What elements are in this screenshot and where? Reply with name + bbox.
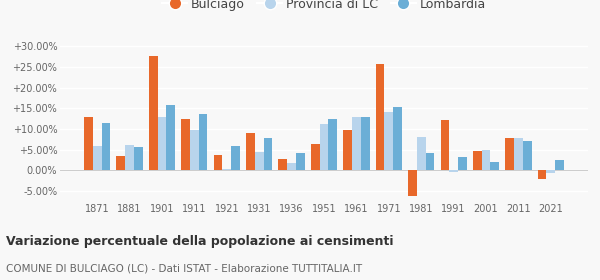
Bar — [287, 163, 296, 171]
Bar — [311, 144, 320, 171]
Bar — [263, 138, 272, 171]
Bar — [393, 107, 402, 171]
Bar — [181, 119, 190, 171]
Bar — [93, 146, 101, 171]
Bar — [134, 147, 143, 171]
Bar — [166, 105, 175, 171]
Bar — [538, 171, 547, 179]
Bar — [417, 137, 425, 171]
Bar — [505, 138, 514, 171]
Bar — [361, 116, 370, 171]
Legend: Bulciago, Provincia di LC, Lombardia: Bulciago, Provincia di LC, Lombardia — [157, 0, 491, 16]
Bar — [223, 169, 231, 171]
Bar — [473, 151, 482, 171]
Bar — [116, 156, 125, 171]
Bar — [296, 153, 305, 171]
Bar — [523, 141, 532, 171]
Text: Variazione percentuale della popolazione ai censimenti: Variazione percentuale della popolazione… — [6, 235, 394, 248]
Bar — [158, 117, 166, 171]
Bar — [246, 133, 255, 171]
Bar — [408, 171, 417, 196]
Bar — [547, 171, 555, 173]
Bar — [199, 115, 208, 171]
Bar — [458, 157, 467, 171]
Bar — [352, 117, 361, 171]
Bar — [440, 120, 449, 171]
Bar — [376, 64, 385, 171]
Bar — [278, 159, 287, 171]
Bar — [425, 153, 434, 171]
Text: COMUNE DI BULCIAGO (LC) - Dati ISTAT - Elaborazione TUTTITALIA.IT: COMUNE DI BULCIAGO (LC) - Dati ISTAT - E… — [6, 263, 362, 273]
Bar — [555, 160, 564, 171]
Bar — [255, 152, 263, 171]
Bar — [125, 145, 134, 171]
Bar — [328, 119, 337, 171]
Bar — [449, 171, 458, 172]
Bar — [482, 150, 490, 171]
Bar — [190, 130, 199, 171]
Bar — [149, 56, 158, 171]
Bar — [490, 162, 499, 171]
Bar — [101, 123, 110, 171]
Bar — [214, 155, 223, 171]
Bar — [84, 116, 93, 171]
Bar — [343, 130, 352, 171]
Bar — [385, 112, 393, 171]
Bar — [320, 123, 328, 171]
Bar — [231, 146, 240, 171]
Bar — [514, 138, 523, 171]
